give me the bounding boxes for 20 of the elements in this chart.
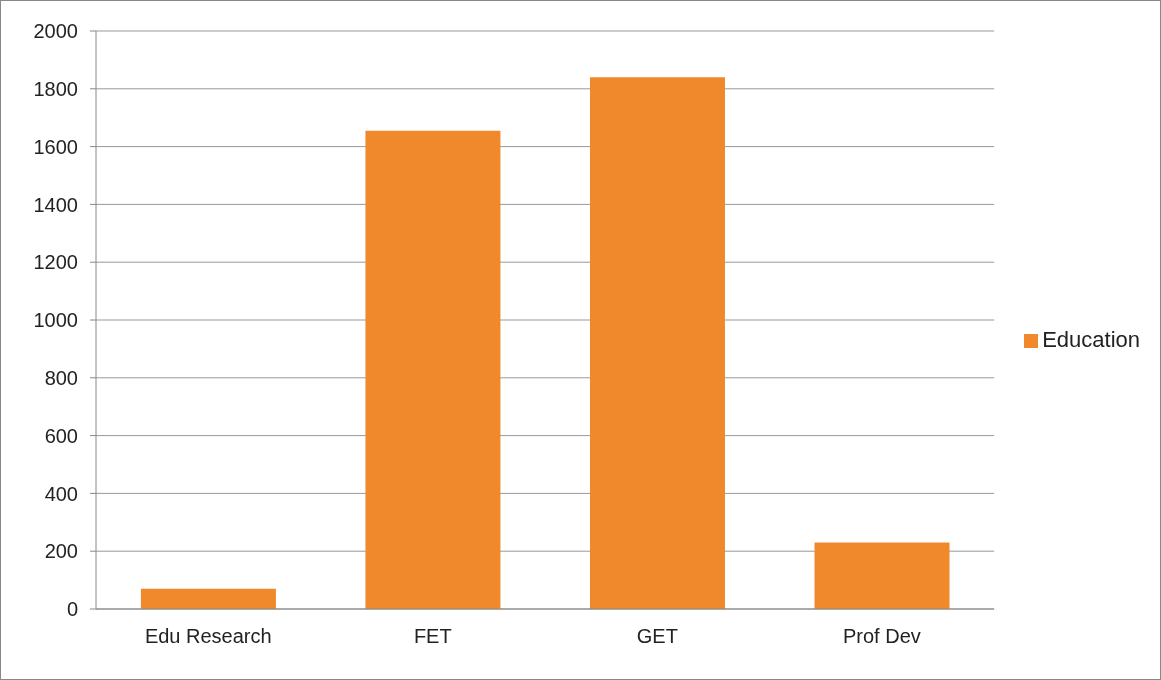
y-tick-label: 0: [66, 598, 78, 621]
bar: [589, 77, 725, 609]
y-tick-label: 400: [44, 482, 78, 505]
y-tick-label: 200: [44, 540, 78, 563]
x-tick-label: GET: [636, 625, 678, 648]
y-tick-label: 800: [44, 366, 78, 389]
x-tick-label: Prof Dev: [842, 625, 921, 648]
bar: [365, 130, 501, 609]
y-tick-label: 1800: [33, 77, 78, 100]
y-tick-label: 2000: [33, 20, 78, 43]
y-tick-label: 1400: [33, 193, 78, 216]
y-tick-label: 1200: [33, 251, 78, 274]
y-tick-label: 600: [44, 424, 78, 447]
legend-label: Education: [1042, 327, 1140, 352]
y-tick-label: 1600: [33, 135, 78, 158]
bar: [814, 542, 950, 609]
x-tick-label: FET: [413, 625, 452, 648]
x-tick-label: Edu Research: [144, 625, 272, 648]
bar: [140, 588, 276, 609]
y-tick-label: 1000: [33, 309, 78, 332]
